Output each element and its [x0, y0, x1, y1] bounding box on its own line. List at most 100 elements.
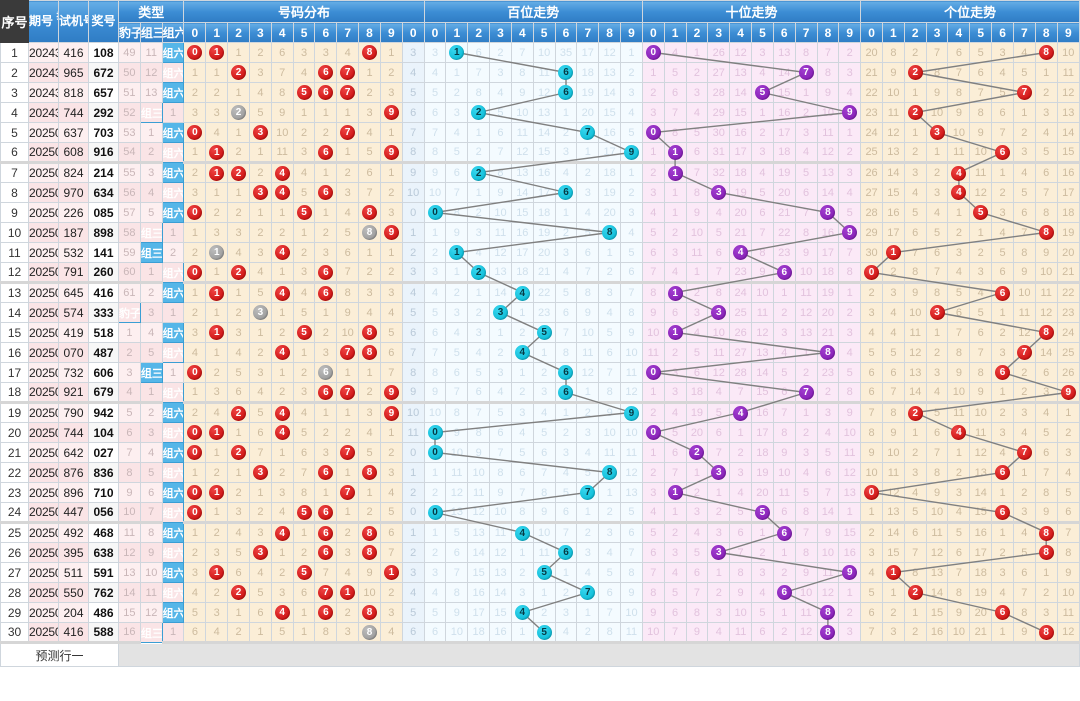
col-header-bai-4[interactable]: 4: [510, 22, 534, 43]
table-row[interactable]: 10202500618789858组三113322125891193111619…: [0, 222, 1080, 243]
table-row[interactable]: 19202501579094252组六242544113910108753412…: [0, 402, 1080, 423]
col-header-bai-5[interactable]: 5: [532, 22, 556, 43]
ball-marker: 7: [580, 485, 596, 500]
table-row[interactable]: 18202501492167941组六136423672999764236181…: [0, 382, 1080, 404]
cell-shi-0: 1: [641, 142, 665, 164]
col-header-shi-5[interactable]: 5: [751, 22, 774, 43]
table-row[interactable]: 15202501141951814组六313125210856643125710…: [0, 322, 1080, 343]
table-row[interactable]: 16202501207048725组六414241378677542418116…: [0, 342, 1080, 363]
col-header-ge-9[interactable]: 9: [1056, 22, 1080, 43]
col-header-seq[interactable]: 序号: [0, 0, 29, 43]
cell-dist-6: 6: [314, 262, 338, 284]
sort-arrows-icon[interactable]: ▲▼: [56, 23, 57, 32]
table-row[interactable]: 142025010574333豹子31212315194455323123694…: [0, 302, 1080, 323]
cell-ge-1: 15: [881, 542, 905, 563]
col-header-ge-3[interactable]: 3: [925, 22, 949, 43]
col-header-bai-9[interactable]: 9: [620, 22, 643, 43]
col-header-ge-6[interactable]: 6: [991, 22, 1014, 43]
cell-ge-6: 4: [991, 442, 1014, 463]
col-header-ge-0[interactable]: 0: [860, 22, 883, 43]
table-row[interactable]: 23202501989671096组六012138171422121197857…: [0, 482, 1080, 503]
col-header-dist-9[interactable]: 9: [379, 22, 403, 43]
col-header-dist-3[interactable]: 3: [248, 22, 272, 43]
table-row[interactable]: 11202500753214159组三221434236112214121720…: [0, 242, 1080, 263]
cell-ge-6-hit: 6: [991, 282, 1014, 303]
cell-shi-1: 3: [663, 242, 687, 263]
col-header-shi-6[interactable]: 6: [772, 22, 796, 43]
col-header-dist-0[interactable]: 0: [183, 22, 207, 43]
col-header-dist-5[interactable]: 5: [292, 22, 316, 43]
col-header-shi-3[interactable]: 3: [707, 22, 731, 43]
table-row[interactable]: 320243518186575113组六22148567235528491261…: [0, 82, 1080, 103]
col-header-type-2[interactable]: 组六: [161, 22, 185, 43]
cell-dist-5: 1: [292, 222, 316, 243]
table-row[interactable]: 2820250245507621411组六4225367110244816143…: [0, 582, 1080, 603]
table-row[interactable]: 52025001637703531组六041310227417741611142…: [0, 122, 1080, 143]
table-row[interactable]: 21202501764202774组六012716375200109756341…: [0, 442, 1080, 463]
col-header-shi-8[interactable]: 8: [816, 22, 840, 43]
cell-bai-9: 5: [620, 122, 643, 143]
col-header-dist-2[interactable]: 2: [227, 22, 250, 43]
col-header-dist-end[interactable]: 0: [401, 22, 425, 43]
cell-shi-0: 8: [641, 282, 665, 303]
col-header-ge-5[interactable]: 5: [969, 22, 993, 43]
col-header-dist-8[interactable]: 8: [358, 22, 381, 43]
col-header-dist-6[interactable]: 6: [314, 22, 338, 43]
table-row[interactable]: 20202501674410463组六011645224111098645231…: [0, 422, 1080, 443]
col-header-ge-8[interactable]: 8: [1034, 22, 1058, 43]
cell-dist-8: 3: [358, 402, 381, 423]
col-header-bai-8[interactable]: 8: [598, 22, 622, 43]
col-header-shi-9[interactable]: 9: [838, 22, 862, 43]
sort-control[interactable]: 排序 ▲▼: [56, 11, 57, 32]
table-row[interactable]: 1720250137326063组三1025312611788653126127…: [0, 362, 1080, 383]
table-row[interactable]: 252025021492468118组六12434162861151311410…: [0, 522, 1080, 543]
table-row[interactable]: 2720250235115911310组六3164257491337151325…: [0, 562, 1080, 583]
col-header-bai-7[interactable]: 7: [576, 22, 600, 43]
col-header-prize[interactable]: 奖号: [88, 0, 119, 43]
cell-bai-8: 13: [598, 62, 622, 83]
col-header-issue[interactable]: 期号 排序 ▲▼: [28, 0, 59, 43]
table-row[interactable]: 120243494161084911组六01126334813316271035…: [0, 42, 1080, 63]
col-header-ge-7[interactable]: 7: [1012, 22, 1036, 43]
table-row[interactable]: 262025022395638129组六23531263872261412111…: [0, 542, 1080, 563]
table-row[interactable]: 92025005226085575组六022115148300821015181…: [0, 202, 1080, 223]
col-header-shi-1[interactable]: 1: [663, 22, 687, 43]
col-header-dist-4[interactable]: 4: [270, 22, 294, 43]
table-row[interactable]: 30202502641658816组三164215183846610181615…: [0, 622, 1080, 644]
col-header-bai-6[interactable]: 6: [554, 22, 578, 43]
cell-shi-6: 2: [772, 302, 796, 323]
col-header-ge-4[interactable]: 4: [947, 22, 971, 43]
col-header-shi-4[interactable]: 4: [729, 22, 753, 43]
col-header-bai-0[interactable]: 0: [423, 22, 447, 43]
cell-dist-5: 5: [292, 302, 316, 323]
cell-prize: 672: [88, 62, 119, 83]
prediction-row[interactable]: 预测行一: [0, 642, 1080, 667]
cell-dist-5: 5: [292, 502, 316, 524]
table-row[interactable]: 220243509656725012组六11237467124417381161…: [0, 62, 1080, 83]
col-header-ge-1[interactable]: 1: [881, 22, 905, 43]
table-row[interactable]: 82025004970634564组六311345637210107191417…: [0, 182, 1080, 203]
table-row[interactable]: 2920250252044861512组六5316416283559171542…: [0, 602, 1080, 623]
col-header-shi-0[interactable]: 0: [641, 22, 665, 43]
table-row[interactable]: 122025008791260601组六01241367223312131821…: [0, 262, 1080, 284]
cell-prize: 634: [88, 182, 119, 203]
col-header-testnum[interactable]: 试机号: [58, 0, 89, 43]
cell-bai-8: 5: [598, 562, 622, 583]
table-row[interactable]: 4202435274429252组三1332591113966325101312…: [0, 102, 1080, 123]
col-header-type-0[interactable]: 豹子: [118, 22, 141, 43]
cell-bai-7-hit: 7: [576, 482, 600, 503]
table-row[interactable]: 242025020447056107组六01324561250013121089…: [0, 502, 1080, 524]
col-header-ge-2[interactable]: 2: [903, 22, 927, 43]
table-row[interactable]: 22202501887683685组六121327618311111086745…: [0, 462, 1080, 483]
col-header-bai-1[interactable]: 1: [445, 22, 469, 43]
table-row[interactable]: 62025002608916542组六112111361598852712153…: [0, 142, 1080, 164]
col-header-dist-7[interactable]: 7: [336, 22, 360, 43]
table-row[interactable]: 72025003824214553组六212244126199628131642…: [0, 162, 1080, 183]
col-header-type-1[interactable]: 组三: [139, 22, 163, 43]
col-header-bai-2[interactable]: 2: [467, 22, 491, 43]
table-row[interactable]: 132025009645416612组六11154468334421144225…: [0, 282, 1080, 303]
col-header-shi-2[interactable]: 2: [685, 22, 709, 43]
col-header-bai-3[interactable]: 3: [489, 22, 512, 43]
col-header-dist-1[interactable]: 1: [205, 22, 229, 43]
col-header-shi-7[interactable]: 7: [794, 22, 818, 43]
